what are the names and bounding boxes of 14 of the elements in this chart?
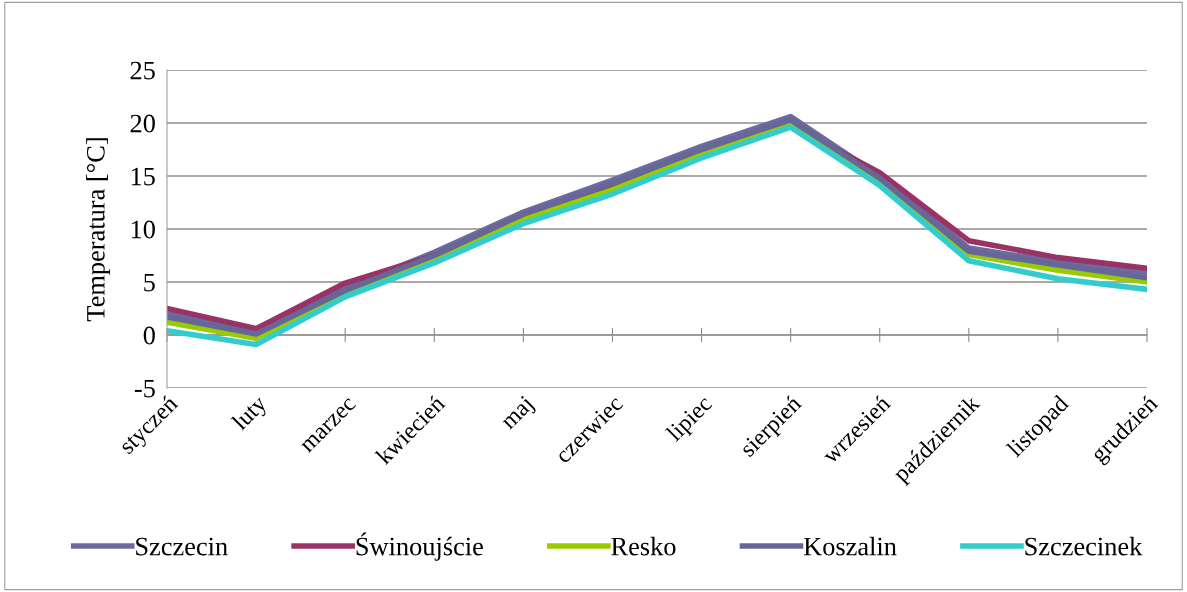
- y-tick-label: 20: [130, 114, 155, 133]
- legend-label: Resko: [611, 536, 676, 556]
- y-axis-title: Temperatura [°C]: [86, 138, 111, 322]
- legend-label: Szczecin: [136, 537, 228, 556]
- x-tick-label: luty: [230, 393, 272, 435]
- y-tick-label: 25: [130, 61, 155, 80]
- y-tick-label: 5: [144, 273, 155, 292]
- x-tick-label: maj: [499, 395, 538, 434]
- legend-label: Szczecinek: [1025, 536, 1143, 556]
- legend-label: Koszalin: [803, 536, 897, 556]
- y-tick-label: 0: [143, 326, 155, 345]
- legend-label: Świnoujście: [356, 532, 483, 561]
- y-tick-label: 15: [131, 167, 155, 186]
- y-tick-label: 10: [131, 220, 155, 239]
